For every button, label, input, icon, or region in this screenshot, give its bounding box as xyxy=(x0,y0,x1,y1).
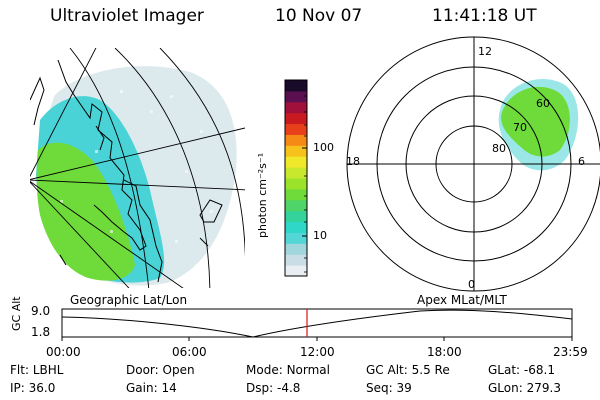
status-glat: GLat: -68.1 xyxy=(488,363,555,377)
xtick-2359: 23:59 xyxy=(553,345,588,359)
colorbar-segment xyxy=(285,123,307,135)
colorbar-segment xyxy=(285,178,307,190)
colorbar-label-10: 10 xyxy=(313,229,327,242)
xtick-0000: 00:00 xyxy=(46,345,81,359)
colorbar-segment xyxy=(285,101,307,114)
colorbar-segment xyxy=(285,167,307,179)
geographic-map xyxy=(30,48,245,288)
mlat-label-60: 60 xyxy=(536,97,550,110)
mlt-label-0: 0 xyxy=(468,278,475,291)
mlt-label-18: 18 xyxy=(346,155,360,168)
altitude-ytick-min: 1.8 xyxy=(31,325,51,339)
colorbar-label-100: 100 xyxy=(313,141,334,154)
colorbar xyxy=(285,80,307,277)
mlt-label-6: 6 xyxy=(578,155,585,168)
date-label: 10 Nov 07 xyxy=(275,6,363,26)
time-label: 11:41:18 UT xyxy=(432,6,537,26)
mlat-label-70: 70 xyxy=(513,121,527,134)
xtick-1200: 12:00 xyxy=(300,345,335,359)
status-mode: Mode: Normal xyxy=(246,363,330,377)
colorbar-segment xyxy=(285,265,307,277)
instrument-title: Ultraviolet Imager xyxy=(50,6,204,26)
colorbar-segment xyxy=(285,145,307,157)
apex-panel-label: Apex MLat/MLT xyxy=(417,293,507,307)
colorbar-segment xyxy=(285,112,307,125)
geographic-panel-label: Geographic Lat/Lon xyxy=(70,293,188,307)
altitude-curve xyxy=(61,309,573,338)
status-ip: IP: 36.0 xyxy=(10,381,56,395)
colorbar-segment xyxy=(285,221,307,233)
colorbar-segment xyxy=(285,210,307,223)
status-gc-alt: GC Alt: 5.5 Re xyxy=(366,363,450,377)
colorbar-frame xyxy=(284,79,308,277)
colorbar-segment xyxy=(285,243,307,255)
mlt-label-12: 12 xyxy=(478,45,492,58)
aurora-high-region xyxy=(36,142,135,281)
xtick-0600: 06:00 xyxy=(172,345,207,359)
colorbar-segment xyxy=(285,188,307,201)
altitude-ylabel: GC Alt xyxy=(10,296,23,331)
status-seq: Seq: 39 xyxy=(366,381,412,395)
colorbar-segment xyxy=(285,134,307,146)
colorbar-segment xyxy=(285,90,307,103)
altitude-plot xyxy=(61,308,573,341)
altitude-ytick-max: 9.0 xyxy=(31,304,51,318)
status-glon: GLon: 279.3 xyxy=(488,381,561,395)
colorbar-segment xyxy=(285,156,307,168)
colorbar-segment xyxy=(285,232,307,244)
status-dsp: Dsp: -4.8 xyxy=(246,381,301,395)
colorbar-segment xyxy=(285,254,307,266)
polar-plot xyxy=(346,36,600,292)
status-gain: Gain: 14 xyxy=(126,381,177,395)
mlat-label-80: 80 xyxy=(492,142,506,155)
xtick-1800: 18:00 xyxy=(427,345,462,359)
colorbar-units: photon cm⁻²s⁻¹ xyxy=(256,152,269,238)
polar-aurora-inner xyxy=(501,86,570,157)
status-door: Door: Open xyxy=(126,363,195,377)
status-flt: Flt: LBHL xyxy=(10,363,64,377)
colorbar-segment xyxy=(285,199,307,212)
colorbar-segment xyxy=(285,80,307,92)
